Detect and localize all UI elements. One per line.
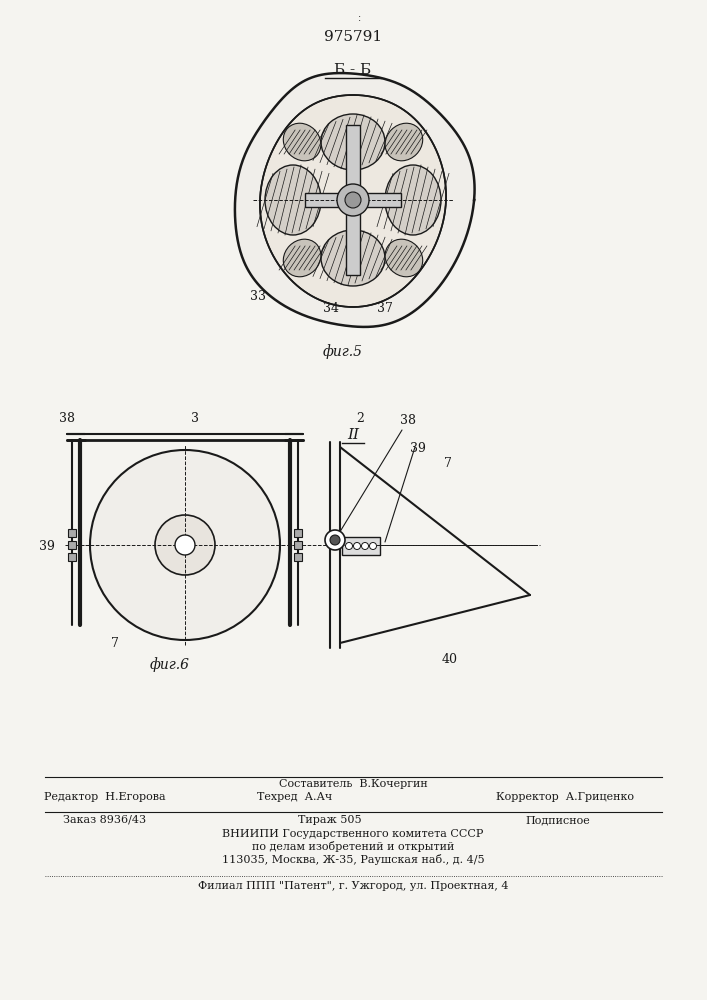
Bar — [346, 125, 360, 275]
Text: ВНИИПИ Государственного комитета СССР: ВНИИПИ Государственного комитета СССР — [222, 829, 484, 839]
Circle shape — [330, 535, 340, 545]
Text: Техред  А.Ач: Техред А.Ач — [257, 792, 332, 802]
Polygon shape — [260, 95, 446, 307]
Bar — [294, 529, 302, 537]
Circle shape — [345, 192, 361, 208]
Bar — [305, 193, 401, 207]
Text: 7: 7 — [111, 637, 119, 650]
Circle shape — [361, 542, 368, 550]
Ellipse shape — [284, 123, 321, 161]
Text: 37: 37 — [377, 302, 393, 315]
Bar — [294, 553, 302, 561]
Text: 38: 38 — [59, 412, 75, 425]
Ellipse shape — [321, 230, 385, 286]
Ellipse shape — [265, 165, 321, 235]
Ellipse shape — [321, 114, 385, 170]
Text: по делам изобретений и открытий: по делам изобретений и открытий — [252, 841, 454, 852]
Text: II: II — [347, 428, 359, 442]
Text: 38: 38 — [400, 414, 416, 427]
Text: Составитель  В.Кочергин: Составитель В.Кочергин — [279, 779, 427, 789]
Ellipse shape — [385, 123, 423, 161]
Circle shape — [370, 542, 377, 550]
Text: 113035, Москва, Ж-35, Раушская наб., д. 4/5: 113035, Москва, Ж-35, Раушская наб., д. … — [222, 854, 484, 865]
Bar — [68, 553, 76, 561]
Text: 2: 2 — [356, 412, 364, 425]
Circle shape — [90, 450, 280, 640]
Circle shape — [155, 515, 215, 575]
Bar — [342, 537, 380, 555]
Circle shape — [175, 535, 195, 555]
Text: Б - Б: Б - Б — [334, 63, 372, 77]
Text: 33: 33 — [250, 290, 266, 303]
Ellipse shape — [385, 165, 441, 235]
Text: Заказ 8936/43: Заказ 8936/43 — [64, 815, 146, 825]
Circle shape — [354, 542, 361, 550]
Text: 39: 39 — [39, 540, 55, 553]
Ellipse shape — [385, 239, 423, 277]
Text: Тираж 505: Тираж 505 — [298, 815, 362, 825]
Polygon shape — [235, 73, 474, 327]
Text: фиг.5: фиг.5 — [323, 345, 363, 359]
Bar — [68, 541, 76, 549]
Text: Редактор  Н.Егорова: Редактор Н.Егорова — [44, 792, 166, 802]
Text: Подписное: Подписное — [525, 815, 590, 825]
Text: Филиал ППП "Патент", г. Ужгород, ул. Проектная, 4: Филиал ППП "Патент", г. Ужгород, ул. Про… — [198, 881, 508, 891]
Circle shape — [337, 184, 369, 216]
Text: 975791: 975791 — [324, 30, 382, 44]
Circle shape — [325, 530, 345, 550]
Text: 34: 34 — [323, 302, 339, 315]
Text: Корректор  А.Гриценко: Корректор А.Гриценко — [496, 792, 634, 802]
Text: 39: 39 — [410, 442, 426, 455]
Bar — [68, 529, 76, 537]
Text: :: : — [358, 13, 361, 23]
Text: 3: 3 — [191, 412, 199, 425]
Text: фиг.6: фиг.6 — [150, 658, 190, 672]
Bar — [294, 541, 302, 549]
Ellipse shape — [284, 239, 321, 277]
Circle shape — [346, 542, 353, 550]
Text: 40: 40 — [442, 653, 458, 666]
Text: 7: 7 — [444, 457, 452, 470]
